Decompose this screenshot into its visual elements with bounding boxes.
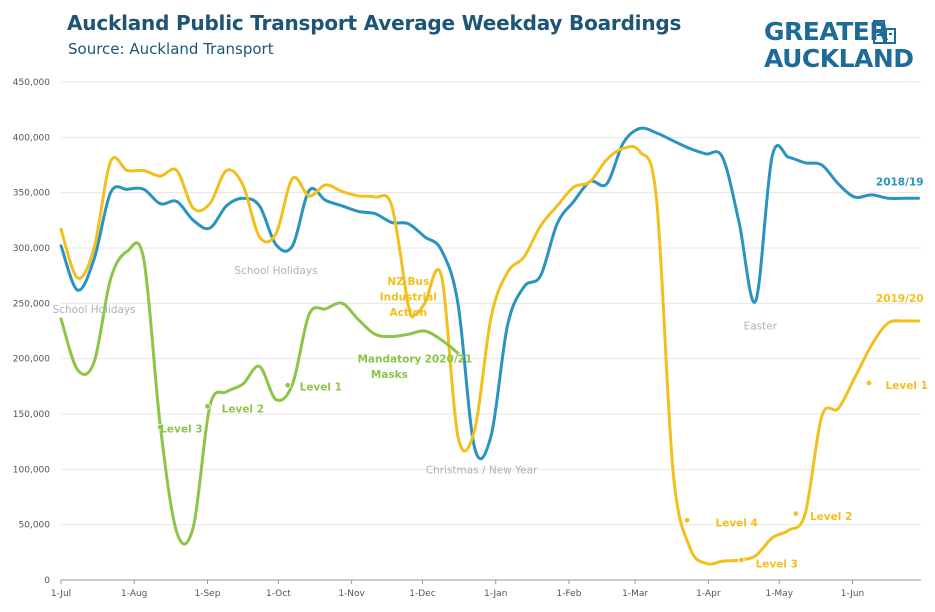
annotation-label: Level 1: [300, 381, 342, 393]
y-tick-label: 300,000: [13, 244, 50, 254]
x-tick-label: 1-Apr: [696, 589, 721, 599]
annotation-label: Level 3: [756, 558, 798, 570]
level-marker: [284, 382, 292, 389]
annotation-label: Level 4: [715, 517, 757, 529]
annotation-label: Christmas / New Year: [426, 464, 538, 476]
annotation-label: School Holidays: [234, 265, 317, 277]
y-tick-label: 350,000: [13, 189, 50, 199]
buildings-icon: [873, 20, 896, 44]
level-marker: [738, 556, 745, 564]
x-tick-label: 1-Jun: [841, 589, 865, 599]
logo-text-greater: GREATER: [764, 17, 888, 46]
annotation-label: 2020/21: [425, 354, 473, 366]
series-lines: [59, 126, 921, 566]
y-tick-label: 400,000: [13, 133, 50, 143]
y-tick-label: 100,000: [13, 465, 50, 475]
y-axis-ticks: 0 50,000 100,000 150,000 200,000 250,000 300,0…: [13, 78, 50, 586]
y-tick-label: 150,000: [13, 410, 50, 420]
annotation-label: Level 1: [886, 380, 928, 392]
y-tick-label: 200,000: [13, 355, 50, 365]
x-tick-label: 1-Feb: [557, 589, 582, 599]
x-tick-label: 1-May: [765, 589, 793, 599]
series-line-2018-19: [59, 126, 921, 461]
annotation-label: NZ Bus: [387, 276, 429, 288]
logo-text-auckland: AUCKLAND: [764, 44, 914, 71]
y-tick-label: 250,000: [13, 299, 50, 309]
annotation-label: Easter: [744, 320, 778, 332]
y-tick-label: 0: [44, 576, 50, 586]
annotation-label: School Holidays: [53, 304, 136, 316]
annotation-label: Masks: [371, 369, 408, 381]
x-tick-label: 1-Dec: [409, 589, 435, 599]
y-tick-label: 50,000: [19, 521, 51, 531]
x-tick-label: 1-Sep: [195, 589, 221, 599]
x-tick-label: 1-Nov: [338, 589, 365, 599]
level-marker: [865, 379, 873, 387]
gridlines: [61, 81, 921, 526]
annotation-label: Level 2: [810, 511, 852, 523]
level-marker: [792, 510, 799, 517]
chart-title: Auckland Public Transport Average Weekda…: [67, 11, 682, 35]
annotation-label: Mandatory: [357, 354, 421, 366]
x-tick-label: 1-Oct: [266, 589, 291, 599]
y-tick-label: 450,000: [13, 78, 50, 88]
annotation-label: 2018/19: [876, 177, 924, 189]
level-marker: [157, 424, 164, 431]
annotation-label: Industrial: [380, 292, 437, 304]
level-marker: [204, 403, 211, 410]
annotation-label: Level 3: [160, 423, 202, 435]
series-line-2020-21: [59, 241, 460, 546]
x-tick-label: 1-Aug: [121, 589, 147, 599]
annotation-label: Level 2: [222, 403, 264, 415]
x-tick-label: 1-Jan: [484, 589, 507, 599]
series-line-2019-20: [59, 144, 921, 566]
chart-subtitle: Source: Auckland Transport: [68, 40, 274, 58]
annotation-label: 2019/20: [876, 293, 924, 305]
x-axis: 1-Jul 1-Aug 1-Sep 1-Oct 1-Nov 1-Dec 1-Jan 1-Feb…: [51, 579, 921, 599]
greater-auckland-logo: GREATER AUCKLAND: [764, 17, 914, 71]
annotations: School Holidays School Holidays NZ Bus Indu…: [53, 177, 928, 571]
annotation-label: Action: [389, 307, 427, 319]
level-marker: [683, 517, 691, 524]
x-tick-label: 1-Jul: [51, 589, 71, 599]
x-tick-label: 1-Mar: [622, 589, 648, 599]
